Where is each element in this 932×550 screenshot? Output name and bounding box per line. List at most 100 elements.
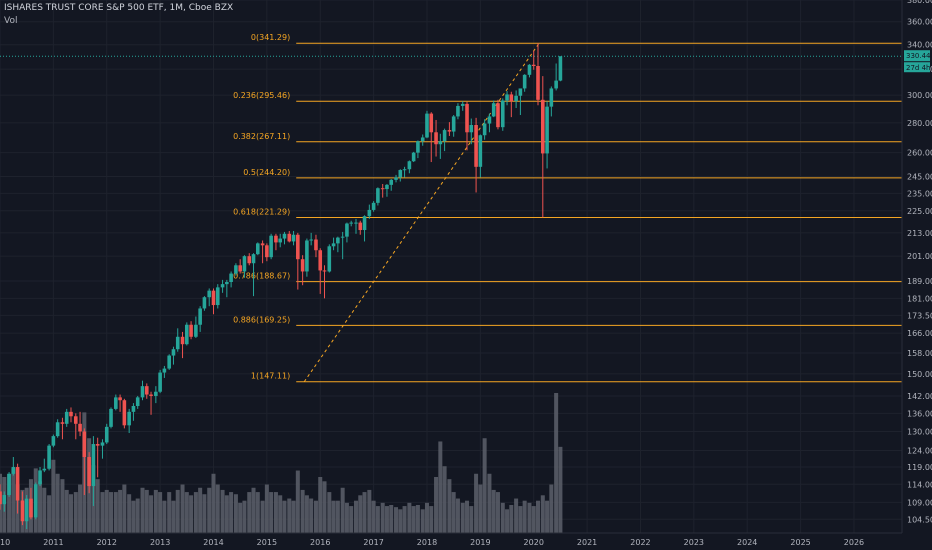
volume-bar (300, 489, 305, 533)
candle-body (394, 177, 398, 180)
candle (180, 331, 185, 359)
candle (291, 230, 296, 246)
volume-bar (549, 484, 554, 533)
candle-body (527, 64, 532, 75)
volume-bar (229, 492, 234, 533)
volume-bar (367, 489, 372, 533)
volume-bar (402, 506, 407, 533)
candle-body (491, 103, 496, 117)
candle (531, 50, 536, 70)
fib-level-label: 0.618(221.29) (233, 207, 290, 216)
volume-bar (149, 495, 154, 533)
volume-bar (113, 492, 118, 533)
candle-body (549, 88, 554, 107)
candle (478, 134, 483, 178)
candle-body (51, 436, 56, 446)
candle-body (69, 411, 73, 417)
candle-body (42, 468, 47, 471)
volume-bar (505, 509, 510, 533)
candle (198, 306, 202, 332)
candle (522, 74, 527, 92)
fib-level-label: 0.382(267.11) (233, 132, 290, 141)
candle-body (47, 445, 51, 469)
volume-bar (318, 477, 323, 533)
candle (24, 495, 29, 530)
volume-bar (95, 479, 100, 533)
candle (514, 90, 518, 109)
candle-body (518, 88, 523, 96)
candle (465, 101, 469, 151)
volume-bar (518, 506, 523, 533)
candle (518, 88, 523, 116)
y-tick-label: 124.00 (907, 446, 932, 455)
chart-title: ISHARES TRUST CORE S&P 500 ETF, 1M, Cboe… (4, 3, 234, 13)
candle (385, 184, 389, 197)
candle (185, 322, 189, 346)
candle (265, 243, 269, 262)
candle (11, 457, 16, 476)
volume-bar (522, 500, 527, 533)
volume-bar (287, 498, 292, 533)
countdown-value: 27d 4h (906, 64, 930, 72)
candle (300, 255, 305, 286)
candle-body (238, 265, 242, 272)
candle-body (211, 290, 216, 306)
candle-body (158, 372, 162, 392)
x-tick-label: 2018 (417, 538, 437, 547)
volume-bar (180, 484, 185, 533)
candle (340, 231, 345, 260)
volume-bar (7, 473, 12, 533)
volume-bar (278, 495, 283, 533)
candle-body (416, 141, 420, 153)
candle-body (127, 411, 131, 426)
candle (509, 91, 514, 118)
volume-bar (215, 484, 220, 533)
candle-body (354, 222, 358, 224)
candle (474, 117, 478, 193)
volume-bar (51, 459, 56, 533)
x-tick-label: 2016 (310, 538, 330, 547)
candle-body (144, 386, 149, 395)
candle-body (175, 336, 180, 350)
candle-body (514, 95, 518, 102)
x-tick-label: 2024 (737, 538, 757, 547)
candle (7, 472, 11, 497)
candle-body (189, 324, 193, 337)
candle (327, 244, 332, 273)
candle (69, 407, 73, 423)
x-tick-label: 2019 (470, 538, 490, 547)
candle (545, 101, 549, 169)
candle-body (229, 273, 233, 283)
volume-bar (362, 492, 367, 533)
candle-body (327, 246, 332, 272)
candle (15, 463, 20, 514)
candle-body (180, 336, 185, 345)
volume-bar (193, 492, 198, 533)
y-tick-label: 109.00 (907, 498, 932, 507)
candle-body (154, 391, 158, 396)
volume-bar (304, 495, 309, 533)
candle (255, 242, 260, 256)
volume-bar (189, 495, 194, 533)
last-price-value: 330.44 (906, 52, 931, 60)
volume-bar (211, 473, 216, 533)
volume-bar (247, 492, 252, 533)
candle (491, 100, 496, 118)
candle-body (225, 282, 229, 285)
candle-body (376, 188, 380, 203)
candle-body (220, 284, 225, 288)
volume-bar (394, 507, 399, 533)
x-tick-label: 2020 (524, 538, 544, 547)
volume-bar (273, 492, 278, 533)
candle (278, 233, 283, 248)
candle (171, 346, 176, 365)
y-tick-label: 201.00 (907, 252, 932, 261)
candle (549, 86, 554, 117)
volume-bar (545, 500, 550, 533)
candle-body (247, 256, 252, 264)
volume-bar (411, 506, 416, 533)
candle (109, 407, 113, 429)
volume-bar (460, 502, 465, 533)
candle-body (260, 243, 265, 246)
